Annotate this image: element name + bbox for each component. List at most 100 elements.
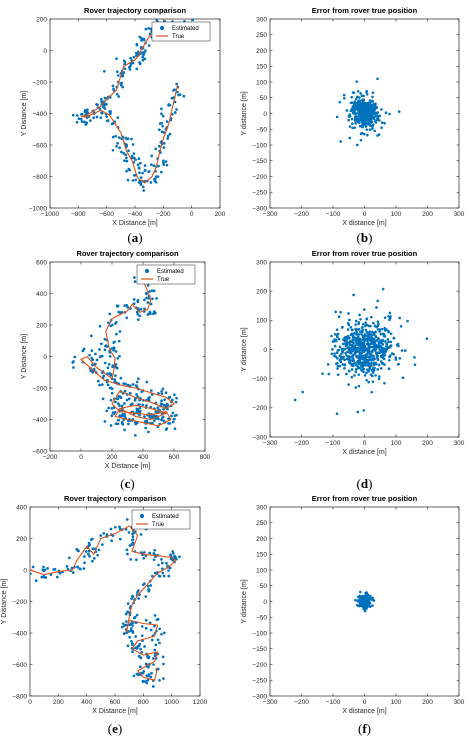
estimated-point [132, 156, 136, 160]
estimated-point [31, 565, 35, 569]
estimated-point [132, 55, 136, 59]
estimated-point [160, 558, 163, 561]
estimated-point [97, 548, 101, 552]
chart-panel: Error from rover true position −300 −200 −1… [241, 6, 465, 245]
x-tick-label: −100 [326, 211, 341, 218]
error-point [364, 591, 367, 595]
estimated-point [131, 61, 135, 65]
estimated-point [134, 422, 138, 426]
estimated-point [79, 117, 83, 121]
estimated-point [125, 303, 129, 307]
error-point [376, 111, 379, 114]
error-point [369, 358, 373, 362]
estimated-point [116, 402, 120, 405]
estimated-point [114, 400, 117, 404]
estimated-point [106, 383, 110, 387]
estimated-point [110, 122, 114, 126]
error-point [356, 365, 360, 368]
estimated-point [152, 419, 156, 423]
estimated-point [160, 418, 163, 422]
y-tick-label: −600 [12, 662, 27, 669]
error-point [366, 351, 370, 354]
estimated-point [131, 650, 134, 654]
error-point [336, 361, 339, 365]
estimated-point [114, 363, 118, 366]
estimated-point [138, 62, 142, 66]
estimated-point [118, 354, 121, 358]
estimated-point [156, 617, 160, 621]
estimated-point [121, 622, 125, 625]
estimated-point [153, 614, 157, 617]
error-point [351, 126, 354, 130]
estimated-point [71, 571, 75, 574]
estimated-point [105, 115, 109, 118]
estimated-point [167, 574, 171, 578]
estimated-point [88, 543, 92, 547]
estimated-point [173, 427, 177, 431]
plot-area [49, 261, 206, 452]
estimated-point [152, 558, 156, 562]
error-point [355, 328, 358, 332]
estimated-point [132, 302, 136, 305]
error-point [351, 122, 354, 125]
y-tick-label: −50 [256, 127, 267, 134]
estimated-point [116, 74, 120, 77]
error-point [379, 339, 383, 342]
x-tick-label: 0 [363, 699, 367, 706]
estimated-point [152, 663, 155, 666]
estimated-point [154, 147, 158, 151]
estimated-point [142, 669, 146, 673]
x-tick-label: 400 [138, 454, 149, 461]
error-point [374, 114, 378, 117]
y-tick-label: 300 [256, 504, 267, 511]
error-point [358, 124, 362, 128]
y-tick-label: −600 [32, 448, 47, 455]
error-point [362, 370, 365, 374]
panel-caption-paren: ) [130, 476, 134, 491]
estimated-point [103, 420, 107, 423]
error-point [369, 315, 373, 319]
estimated-point [142, 680, 145, 684]
y-tick-label: −1000 [29, 205, 48, 212]
estimated-point [146, 313, 150, 316]
estimated-point [160, 561, 164, 565]
error-point [358, 121, 361, 124]
error-point [358, 602, 362, 606]
estimated-point [144, 662, 148, 666]
estimated-point [148, 551, 152, 555]
y-tick-label: 0 [43, 48, 47, 55]
estimated-point [113, 380, 117, 384]
estimated-point [120, 421, 124, 425]
estimated-point [129, 403, 133, 407]
estimated-point [78, 567, 82, 571]
estimated-point [145, 380, 149, 384]
estimated-point [98, 348, 101, 351]
estimated-point [151, 297, 154, 301]
estimated-point [137, 597, 141, 600]
estimated-point [131, 621, 135, 624]
estimated-point [138, 35, 142, 39]
estimated-point [160, 402, 164, 406]
y-tick-label: 300 [256, 259, 267, 266]
estimated-point [120, 150, 123, 154]
estimated-point [154, 410, 158, 414]
x-tick-label: 0 [363, 440, 367, 447]
error-point [301, 390, 304, 394]
estimated-point [67, 556, 71, 560]
estimated-point [131, 179, 135, 182]
estimated-point [91, 559, 94, 563]
error-point [377, 344, 381, 347]
y-tick-label: 250 [256, 520, 267, 527]
estimated-point [136, 163, 140, 167]
estimated-point [170, 96, 174, 100]
y-tick-label: −250 [252, 678, 267, 685]
error-point [356, 105, 359, 108]
error-point [366, 133, 369, 137]
estimated-point [107, 363, 111, 366]
estimated-point [91, 358, 95, 362]
error-point [388, 355, 391, 359]
estimated-point [118, 527, 122, 531]
estimated-point [98, 107, 102, 111]
panel-caption: (b) [357, 230, 373, 245]
panel-caption: (d) [357, 476, 373, 491]
